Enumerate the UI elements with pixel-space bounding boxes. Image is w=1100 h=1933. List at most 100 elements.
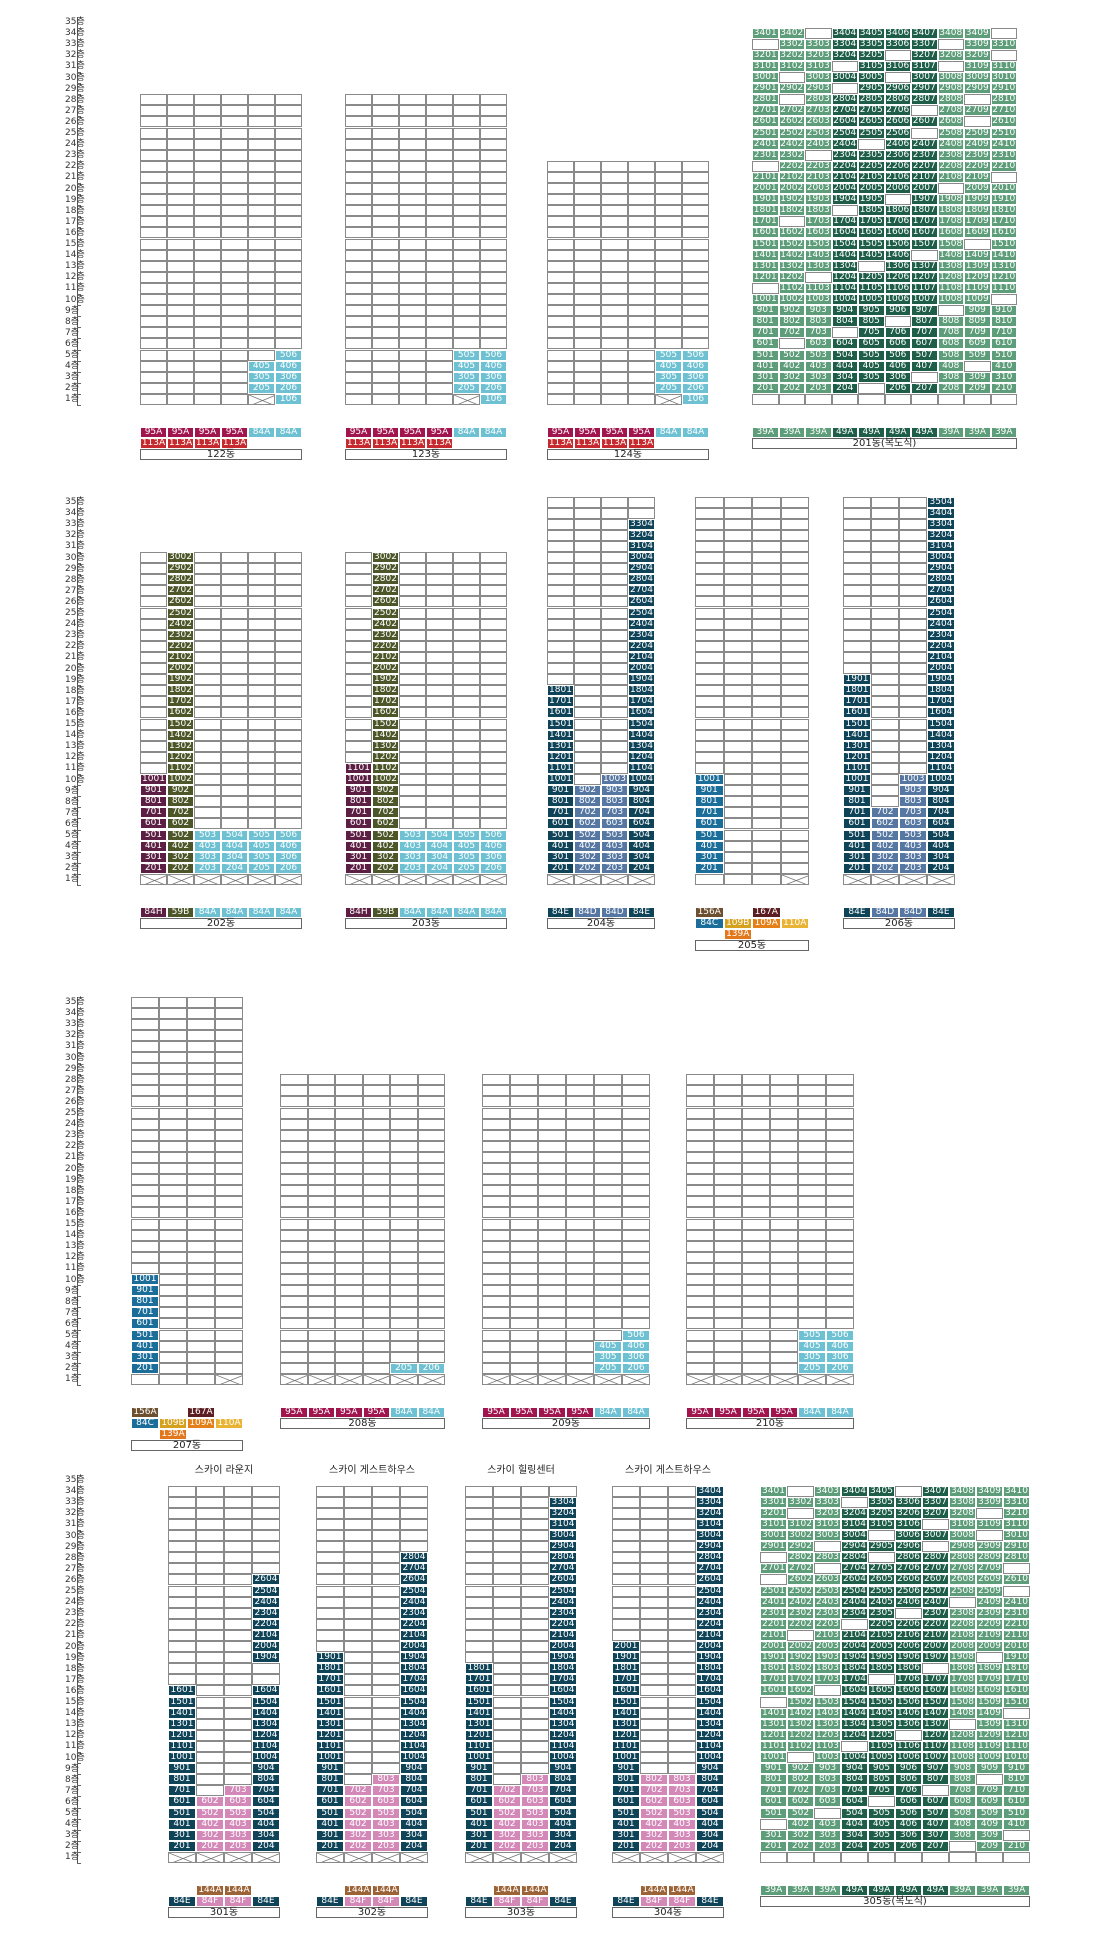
- unit-cell: 1101: [760, 1740, 787, 1752]
- unit-cell: [574, 249, 601, 261]
- unit-number: 2501: [753, 127, 777, 138]
- unit-number: 2504: [254, 1585, 278, 1596]
- unit-number: 1309: [965, 260, 989, 271]
- unit-cell: 206: [480, 862, 507, 874]
- unit-number: 202: [791, 1840, 810, 1851]
- unit-number: 2504: [402, 1585, 426, 1596]
- unit-cell: 2502: [778, 127, 805, 139]
- unit-cell: [547, 194, 574, 206]
- unit-number: 603: [526, 1796, 544, 1807]
- unit-cell: [196, 1696, 224, 1708]
- unit-cell: [937, 393, 964, 405]
- unit-cell: [521, 1641, 549, 1653]
- unit-cell: [345, 260, 372, 272]
- floor-label: 8층: [65, 1774, 80, 1785]
- unit-number: 701: [136, 1307, 154, 1318]
- unit-number: 2006: [886, 183, 910, 194]
- unit-cell: [574, 718, 601, 730]
- unit-cell: [280, 1329, 308, 1341]
- unit-number: 1604: [929, 707, 953, 718]
- unit-cell: [742, 1085, 770, 1097]
- unit-number: 207: [915, 382, 933, 393]
- unit-cell: [453, 596, 480, 608]
- unit-cell: [215, 1052, 243, 1064]
- unit-cell: [345, 249, 372, 261]
- unit-cell: [547, 618, 574, 630]
- unit-cell: 901: [752, 305, 779, 317]
- unit-cell: [547, 651, 574, 663]
- unit-cell: [362, 1307, 390, 1319]
- unit-number: 2904: [698, 1541, 722, 1552]
- unit-cell: [871, 607, 899, 619]
- unit-cell: 3010: [990, 72, 1017, 84]
- unit-cell: 901: [760, 1763, 787, 1775]
- unit-cell: [372, 1541, 400, 1553]
- unit-number: 1905: [870, 1652, 893, 1663]
- unit-cell: [752, 529, 781, 541]
- unit-cell: 1201: [316, 1729, 344, 1741]
- unit-cell: [426, 607, 453, 619]
- unit-cell: [221, 338, 248, 350]
- floor-label: 29층: [65, 563, 85, 574]
- unit-cell: 306: [884, 371, 911, 383]
- unit-cell: 2106: [884, 171, 911, 183]
- unit-number: 1206: [886, 271, 910, 282]
- unit-cell: [187, 1185, 215, 1197]
- unit-cell: [780, 740, 809, 752]
- unit-cell: 2908: [937, 83, 964, 95]
- unit-number: 506: [279, 349, 298, 360]
- unit-number: 1108: [939, 282, 963, 293]
- unit-number: 3303: [816, 1496, 839, 1507]
- unit-cell: 602: [574, 818, 601, 830]
- unit-number: 807: [915, 316, 933, 327]
- unit-cell: 503: [601, 829, 628, 841]
- floor-tick: [77, 271, 81, 273]
- unit-cell: 601: [131, 1318, 159, 1330]
- unit-cell: [482, 1274, 510, 1286]
- unit-cell: [686, 1185, 714, 1197]
- unit-number: 304: [554, 1829, 572, 1840]
- unit-cell: 1207: [922, 1729, 949, 1741]
- unit-cell: [187, 1251, 215, 1263]
- unit-cell: 302: [640, 1829, 668, 1841]
- unit-cell: [275, 183, 302, 195]
- floor-label: 23층: [65, 630, 85, 641]
- unit-cell: [372, 160, 399, 172]
- unit-type-label: 156A: [133, 1407, 157, 1417]
- unit-cell: 2803: [805, 94, 832, 106]
- unit-cell: [252, 1663, 280, 1675]
- unit-cell: [399, 729, 426, 741]
- unit-number: 704: [932, 807, 950, 818]
- unit-cell: [399, 149, 426, 161]
- unit-cell: 206: [826, 1362, 854, 1374]
- unit-type-label: 84H: [349, 907, 368, 917]
- unit-cell: 3404: [696, 1485, 724, 1497]
- unit-number: 1801: [845, 685, 869, 696]
- unit-cell: [566, 1118, 594, 1130]
- unit-number: 1701: [753, 216, 777, 227]
- unit-cell: 1703: [805, 216, 832, 228]
- unit-cell: [417, 1340, 445, 1352]
- unit-cell: [275, 640, 302, 652]
- unit-number: 2104: [254, 1629, 278, 1640]
- unit-cell: [668, 1718, 696, 1730]
- unit-cell: [399, 216, 426, 228]
- unit-cell: 203: [194, 862, 221, 874]
- unit-cell: [307, 1085, 335, 1097]
- unit-cell: [453, 216, 480, 228]
- unit-number: 804: [405, 1774, 423, 1785]
- unit-cell: [574, 382, 601, 394]
- unit-cell: [221, 818, 248, 830]
- unit-cell: 603: [372, 1796, 400, 1808]
- unit-cell: [622, 1185, 650, 1197]
- floor-label: 5층: [65, 1808, 80, 1818]
- unit-cell: 2004: [400, 1641, 428, 1653]
- unit-cell: [601, 260, 628, 272]
- pilotis-cell: [696, 1851, 724, 1863]
- unit-cell: 1110: [1003, 1740, 1030, 1752]
- unit-cell: [167, 282, 194, 294]
- unit-cell: 903: [899, 785, 927, 797]
- unit-number: 202: [171, 862, 190, 873]
- unit-cell: 2002: [778, 183, 805, 195]
- unit-cell: [510, 1340, 538, 1352]
